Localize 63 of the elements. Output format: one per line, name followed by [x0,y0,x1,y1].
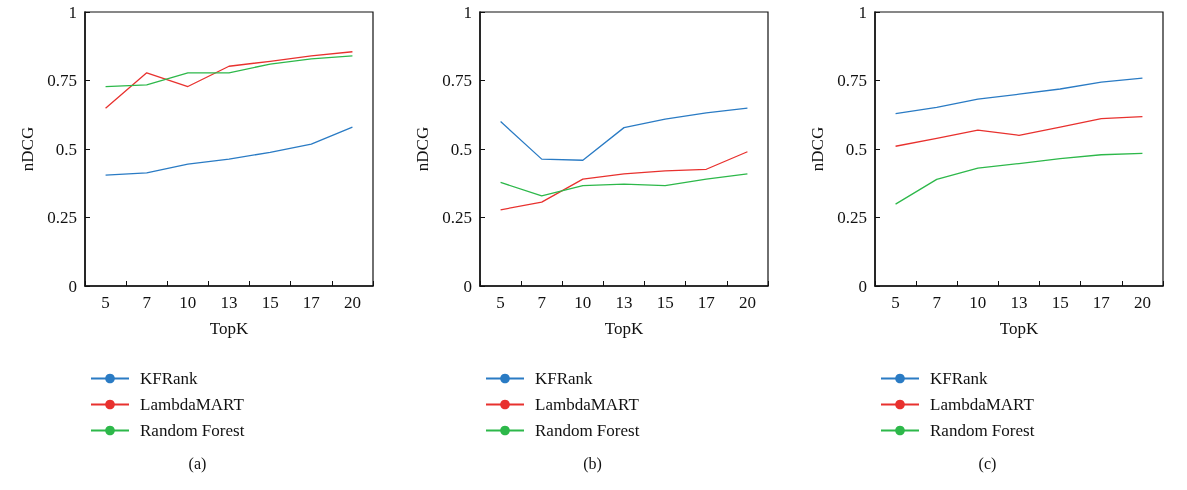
x-tick-label: 7 [142,293,152,312]
legend-label: LambdaMART [930,395,1035,414]
legend-label: KFRank [930,369,989,388]
y-axis-title: nDCG [413,126,433,172]
x-axis-title: TopK [604,319,644,338]
text: (b) [583,454,602,473]
x-tick-label: 20 [1133,293,1151,312]
x-axis-title: TopK [209,319,249,338]
x-tick-label: 13 [1010,293,1028,312]
x-tick-label: 17 [697,293,716,312]
x-tick-label: 15 [261,293,279,312]
x-tick-label: 5 [101,293,110,312]
y-tick-label: 0 [463,276,472,296]
x-axis-title: TopK [999,319,1039,338]
legend-label: Random Forest [535,421,640,440]
line-series [104,55,354,88]
x-tick-label: 17 [1092,293,1111,312]
x-tick-label: 7 [537,293,547,312]
y-tick-label: 0.5 [450,139,472,159]
legend-label: LambdaMART [535,395,640,414]
y-axis-title: nDCG [808,126,828,172]
x-tick-label: 7 [932,293,942,312]
y-tick-label: 0.5 [845,139,867,159]
y-tick-label: 0.25 [47,208,77,227]
y-tick-label: 0.5 [55,139,77,159]
legend-label: KFRank [140,369,199,388]
y-tick-label: 0.75 [47,71,77,90]
x-tick-label: 17 [302,293,321,312]
x-tick-label: 13 [615,293,633,312]
x-tick-label: 15 [1051,293,1069,312]
x-tick-label: 5 [496,293,505,312]
x-tick-label: 13 [220,293,238,312]
y-tick-label: 0.75 [442,71,472,90]
y-tick-label: 0 [68,276,77,296]
x-tick-label: 10 [574,293,592,312]
text: (a) [188,454,207,473]
legend-label: Random Forest [140,421,245,440]
line-series [104,126,354,176]
line-series [499,173,749,197]
y-tick-label: 0.25 [442,208,472,227]
x-tick-label: 10 [179,293,197,312]
legend-label: LambdaMART [140,395,245,414]
x-tick-label: 20 [343,293,361,312]
x-tick-label: 10 [969,293,987,312]
x-tick-label: 5 [891,293,900,312]
text: (c) [978,454,997,473]
line-series [104,51,354,109]
y-tick-label: 0 [858,276,867,296]
y-axis-title: nDCG [18,126,38,172]
y-tick-label: 0.25 [837,208,867,227]
legend-label: Random Forest [930,421,1035,440]
y-tick-label: 1 [858,2,867,22]
line-series [894,77,1144,115]
line-series [894,152,1144,205]
y-tick-label: 0.75 [837,71,867,90]
line-series [499,107,749,161]
x-tick-label: 15 [656,293,674,312]
line-series [499,151,749,211]
y-tick-label: 1 [463,2,472,22]
line-series [894,116,1144,147]
y-tick-label: 1 [68,2,77,22]
legend-label: KFRank [535,369,594,388]
x-tick-label: 20 [738,293,756,312]
